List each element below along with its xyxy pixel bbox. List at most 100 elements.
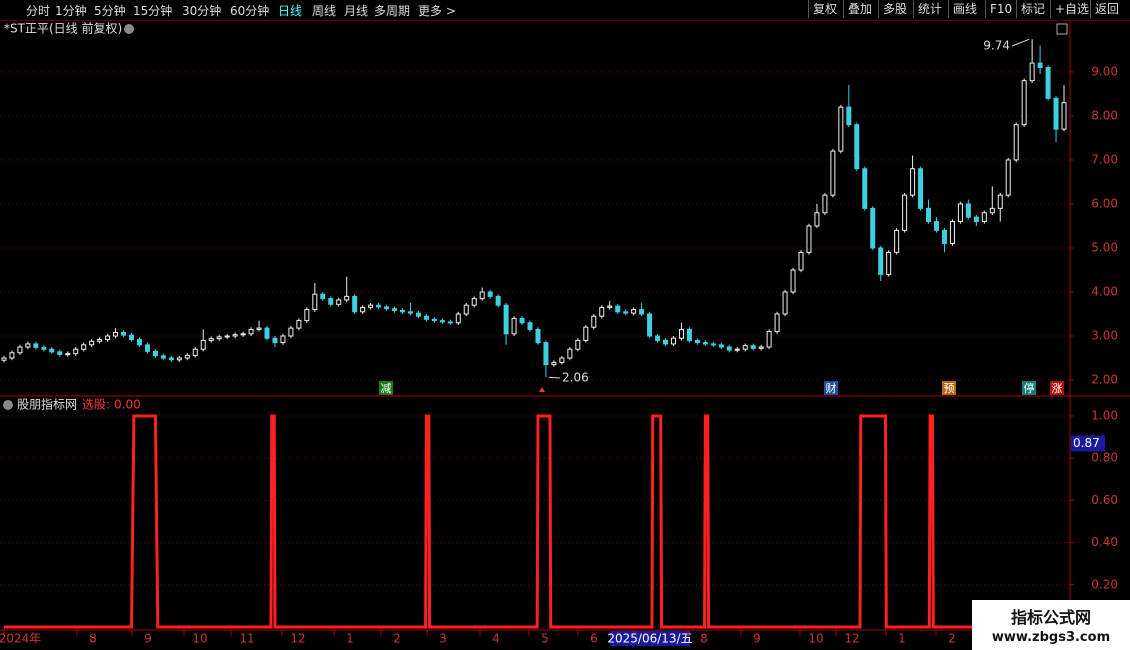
- panel-button: [1056, 23, 1068, 35]
- candle-body: [989, 207, 995, 214]
- toolbar-button[interactable]: +自选: [1050, 0, 1093, 18]
- candle-body: [368, 304, 374, 308]
- candle-body: [535, 328, 541, 344]
- candle-body: [384, 306, 390, 310]
- event-marker: 减: [381, 382, 392, 395]
- period-tab[interactable]: 60分钟: [230, 4, 270, 18]
- toolbar-button[interactable]: 叠加: [843, 0, 876, 18]
- candle-body: [455, 313, 461, 324]
- period-tab[interactable]: 多周期: [374, 4, 411, 18]
- candle-body: [838, 106, 844, 152]
- period-tab[interactable]: 15分钟: [133, 4, 173, 18]
- period-tab[interactable]: 分时: [26, 4, 51, 18]
- candle-body: [336, 299, 342, 305]
- candle-body: [447, 321, 453, 324]
- period-tab[interactable]: 周线: [312, 4, 337, 18]
- candle-body: [623, 311, 629, 314]
- x-tick-label: 9: [753, 632, 761, 646]
- candle-body: [670, 337, 676, 345]
- candle-body: [304, 309, 310, 322]
- candle-body: [248, 328, 254, 335]
- candle-body: [256, 327, 262, 330]
- toolbar-button[interactable]: 复权: [808, 0, 841, 18]
- period-tab[interactable]: 5分钟: [94, 4, 126, 18]
- toolbar-button[interactable]: 标记: [1016, 0, 1049, 18]
- candle-body: [81, 344, 87, 350]
- annotation-arrow: [1011, 38, 1030, 47]
- candle-body: [878, 247, 884, 275]
- candle-body: [160, 355, 166, 359]
- candle-body: [1029, 62, 1035, 82]
- x-tick-label: 8: [700, 632, 708, 646]
- signal-arrow: [539, 387, 545, 392]
- readout-value: 0.00: [114, 398, 141, 412]
- candle-body: [376, 304, 382, 308]
- period-tab[interactable]: 更多 >: [418, 4, 456, 18]
- candle-body: [320, 293, 326, 300]
- event-marker: 财: [826, 381, 837, 395]
- candle-body: [272, 337, 278, 344]
- candle-body: [519, 317, 525, 324]
- readout-label: 选股:: [82, 398, 110, 412]
- candle-body: [479, 291, 485, 300]
- candle-body: [208, 338, 214, 341]
- candle-body: [25, 343, 31, 348]
- candle-body: [910, 168, 916, 196]
- period-tab[interactable]: 日线: [278, 4, 303, 18]
- candle-body: [615, 305, 621, 313]
- candle-body: [1013, 124, 1019, 161]
- candle-body: [718, 344, 724, 348]
- event-marker-bg: [942, 381, 956, 395]
- y-tick-label: 0.20: [1091, 577, 1118, 591]
- candle-body: [9, 352, 15, 359]
- candle-body: [766, 331, 772, 348]
- candle-body: [136, 339, 142, 346]
- candle-body: [686, 328, 692, 341]
- candle-body: [926, 207, 932, 223]
- x-tick-label: 2: [393, 632, 401, 646]
- candle-body: [854, 124, 860, 170]
- y-tick-label: 9.00: [1091, 64, 1118, 78]
- candle-body: [328, 298, 334, 305]
- y-tick-label: 2.00: [1091, 373, 1118, 387]
- candle-body: [41, 346, 47, 350]
- candle-body: [471, 298, 477, 306]
- x-tick-label: 10: [192, 632, 207, 646]
- toolbar-button[interactable]: 返回: [1090, 0, 1123, 18]
- candle-body: [129, 334, 135, 341]
- candle-body: [902, 194, 908, 231]
- candle-body: [264, 327, 270, 339]
- candle-body: [97, 339, 103, 342]
- y-tick-label: 1.00: [1091, 408, 1118, 422]
- period-tab[interactable]: 月线: [344, 4, 369, 18]
- candle-body: [814, 212, 820, 227]
- candle-body: [352, 295, 358, 313]
- toolbar-button[interactable]: 统计: [913, 0, 946, 18]
- candle-body: [790, 269, 796, 293]
- x-tick-label: 2024年: [0, 632, 41, 646]
- x-tick-label: 1: [346, 632, 354, 646]
- period-tab[interactable]: 1分钟: [55, 4, 87, 18]
- candle-body: [933, 221, 939, 231]
- candle-body: [543, 342, 549, 366]
- period-tab[interactable]: 30分钟: [182, 4, 222, 18]
- x-tick-label: 8: [89, 632, 97, 646]
- candle-body: [886, 251, 892, 275]
- candle-body: [407, 311, 413, 314]
- x-tick-label: 3: [439, 632, 447, 646]
- annotation-arrow: [548, 376, 561, 379]
- candle-body: [232, 334, 238, 337]
- event-marker-bg: [1022, 381, 1036, 395]
- candle-body: [192, 348, 198, 356]
- toolbar-button[interactable]: 画线: [948, 0, 981, 18]
- y-tick-label: 0.40: [1091, 535, 1118, 549]
- event-marker: 停: [1024, 381, 1035, 395]
- toolbar-button[interactable]: F10: [985, 0, 1016, 18]
- toolbar-button[interactable]: 多股: [878, 0, 911, 18]
- candle-body: [65, 353, 71, 356]
- candle-body: [655, 335, 661, 341]
- candle-body: [949, 221, 955, 245]
- signal-line: [3, 414, 1068, 629]
- candle-body: [168, 357, 174, 361]
